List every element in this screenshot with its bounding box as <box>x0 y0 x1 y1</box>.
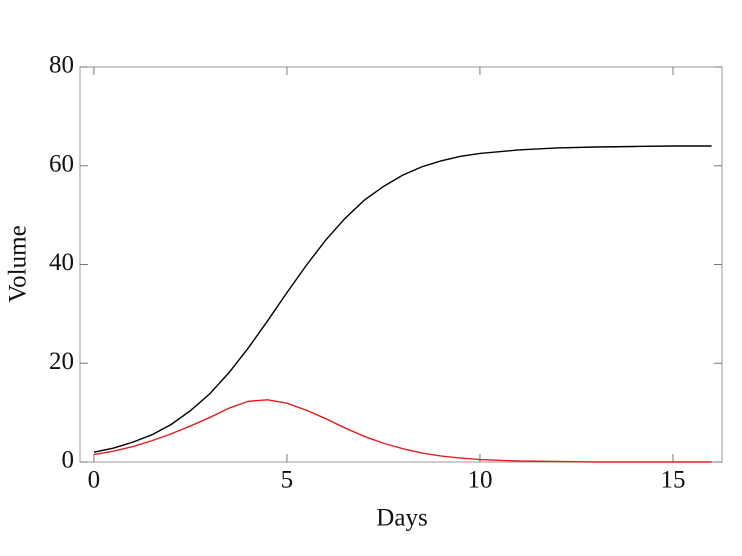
x-tick-label: 15 <box>660 467 685 494</box>
x-axis-label: Days <box>376 505 427 532</box>
y-axis-label: Volume <box>5 225 32 302</box>
x-tick-label: 0 <box>88 467 101 494</box>
series-line <box>93 145 712 453</box>
series-line <box>93 399 712 463</box>
y-tick-label: 60 <box>49 150 74 177</box>
y-tick-label: 80 <box>49 52 74 79</box>
y-tick-label: 40 <box>49 249 74 276</box>
y-tick-label: 20 <box>49 348 74 375</box>
y-tick-label: 0 <box>62 447 75 474</box>
x-tick-label: 10 <box>467 467 492 494</box>
plot-frame <box>79 66 723 463</box>
x-tick-label: 5 <box>281 467 294 494</box>
